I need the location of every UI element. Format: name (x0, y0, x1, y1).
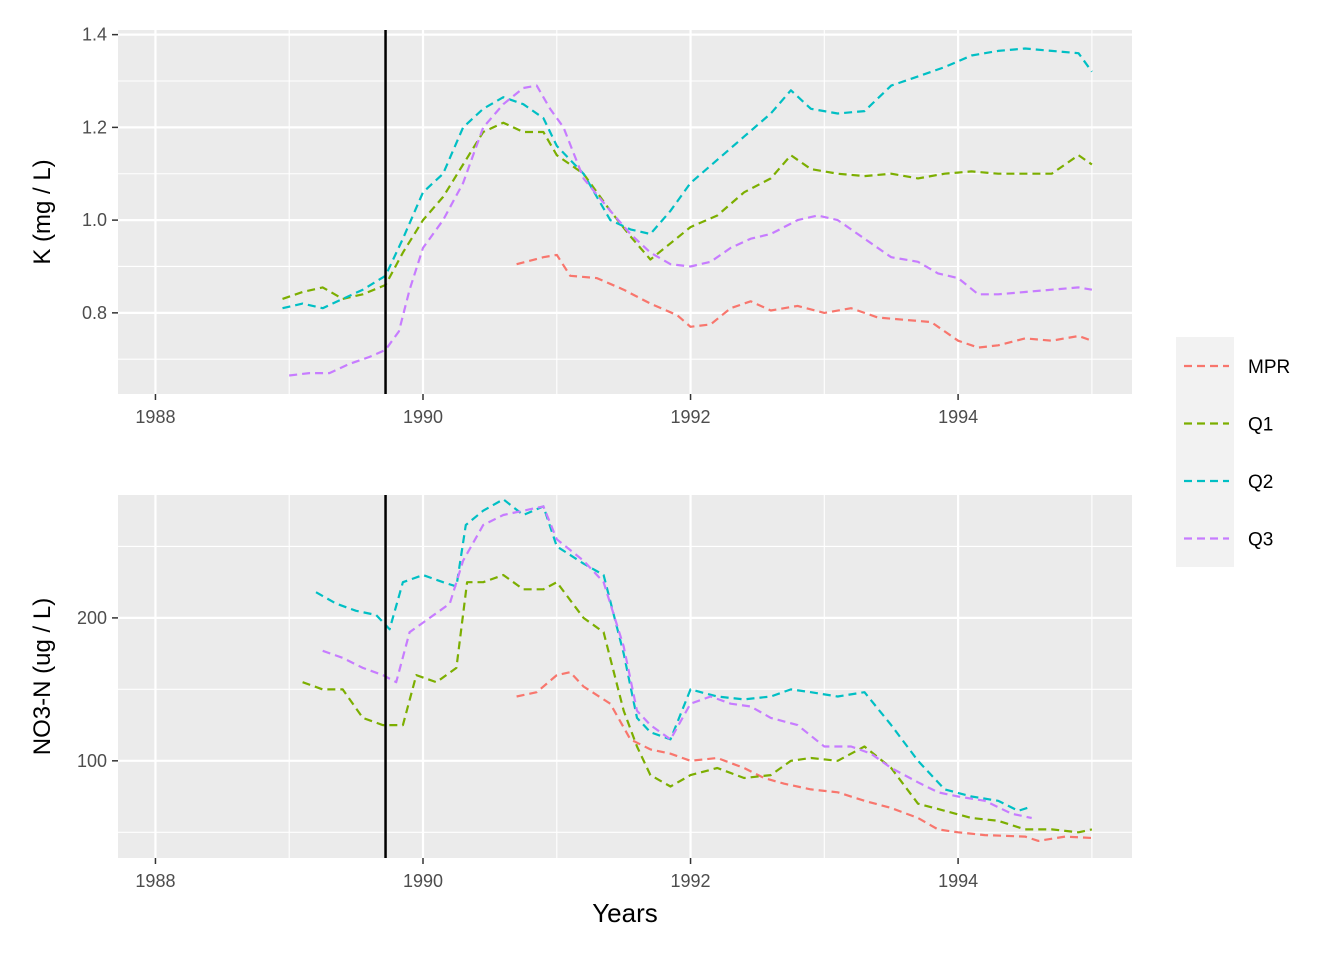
series-line-mpr-potassium (516, 253, 1093, 349)
legend-label-q3: Q3 (1248, 530, 1273, 551)
x-tick-label: 1988 (135, 871, 175, 891)
y-tick-label: 100 (77, 751, 107, 771)
y-tick-label: 1.2 (82, 117, 107, 137)
x-tick-label: 1994 (938, 871, 978, 891)
panel-potassium: 1988 1990 1992 1994 0.8 1.0 1.2 1.4 K (mg / L) (29, 25, 1132, 427)
plot-background-nitrate (118, 495, 1132, 858)
x-tick-label: 1992 (671, 871, 711, 891)
series-line-mpr-nitrate (516, 671, 1092, 843)
legend-label-q1: Q1 (1248, 415, 1273, 436)
x-axis-title: Years (592, 898, 658, 928)
y-tick-label: 0.8 (82, 303, 107, 323)
x-tick-label: 1994 (938, 407, 978, 427)
y-tick-label: 1.0 (82, 210, 107, 230)
series-line-q2-nitrate (315, 498, 1033, 812)
x-tick-label: 1990 (403, 871, 443, 891)
y-tick-label: 1.4 (82, 25, 107, 45)
y-axis-title-potassium: K (mg / L) (29, 159, 56, 264)
series-line-q1-potassium (282, 121, 1093, 300)
x-tick-label: 1990 (403, 407, 443, 427)
x-tick-label: 1992 (671, 407, 711, 427)
panel-nitrate: 1988 1990 1992 1994 100 200 NO3-N (ug / L) (29, 495, 1132, 891)
series-line-q3-nitrate (322, 505, 1032, 820)
legend: MPR Q1 Q2 Q3 (1176, 337, 1290, 567)
plot-background-potassium (118, 30, 1132, 394)
legend-label-mpr: MPR (1248, 357, 1290, 378)
legend-label-q2: Q2 (1248, 472, 1273, 493)
y-axis-title-nitrate: NO3-N (ug / L) (29, 598, 56, 755)
y-tick-label: 200 (77, 608, 107, 628)
series-line-q1-nitrate (302, 573, 1093, 834)
x-tick-label: 1988 (135, 407, 175, 427)
